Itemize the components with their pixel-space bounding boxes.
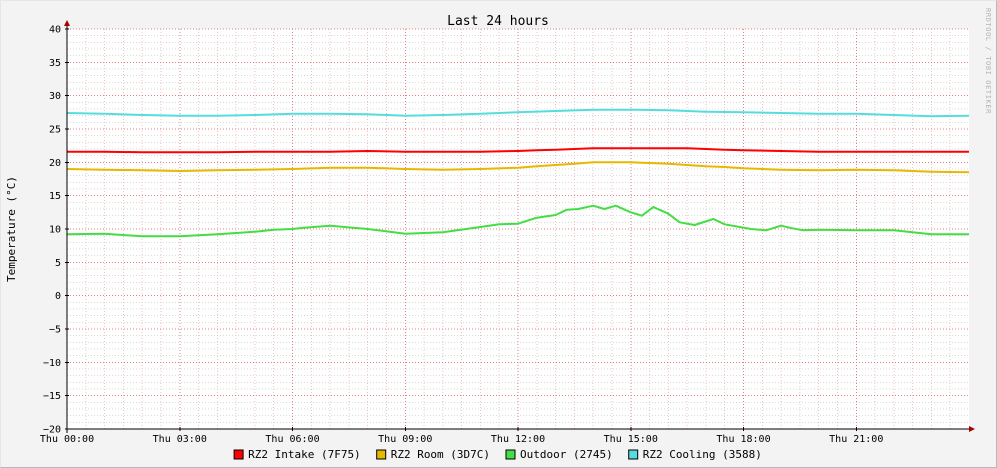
legend-item-2: RZ2 Room (3D7C) — [376, 448, 490, 461]
y-axis-label: Temperature (°C) — [5, 176, 18, 282]
x-tick-label: Thu 06:00 — [265, 434, 319, 445]
y-tick-label: 0 — [55, 291, 61, 302]
x-tick-label: Thu 15:00 — [604, 434, 658, 445]
y-axis-arrow — [64, 20, 70, 26]
legend-item-1: RZ2 Intake (7F75) — [233, 448, 361, 461]
series-line-1 — [67, 147, 969, 154]
y-tick-label: 15 — [49, 191, 61, 202]
legend-swatch — [628, 449, 639, 460]
y-tick-label: −10 — [43, 358, 61, 369]
series-layer — [66, 108, 970, 238]
y-tick-label: 35 — [49, 58, 61, 69]
y-tick-labels: 40 35 30 25 20 15 10 5 0 −5 −10 −15 −20 — [43, 25, 61, 436]
y-tick-label: −15 — [43, 391, 61, 402]
legend-label: RZ2 Intake (7F75) — [248, 448, 361, 461]
series-line-4 — [66, 108, 970, 118]
legend-swatch — [233, 449, 244, 460]
legend-label: Outdoor (2745) — [520, 448, 613, 461]
y-tick-label: 20 — [49, 158, 61, 169]
x-tick-label: Thu 00:00 — [40, 434, 94, 445]
series-line-2 — [66, 161, 970, 174]
watermark: RRDTOOL / TOBI OETIKER — [984, 8, 992, 114]
y-tick-label: 5 — [55, 258, 61, 269]
y-tick-label: 30 — [49, 91, 61, 102]
legend-label: RZ2 Room (3D7C) — [391, 448, 490, 461]
chart-title: Last 24 hours — [447, 14, 549, 29]
x-tick-label: Thu 03:00 — [153, 434, 207, 445]
y-tick-label: 10 — [49, 225, 61, 236]
legend-swatch — [505, 449, 516, 460]
legend-swatch — [376, 449, 387, 460]
x-tick-label: Thu 18:00 — [716, 434, 770, 445]
legend: RZ2 Intake (7F75) RZ2 Room (3D7C) Outdoor … — [233, 448, 762, 461]
x-tick-label: Thu 21:00 — [829, 434, 883, 445]
legend-item-3: Outdoor (2745) — [505, 448, 613, 461]
x-tick-label: Thu 09:00 — [378, 434, 432, 445]
y-tick-label: −5 — [49, 325, 61, 336]
x-tick-labels: Thu 00:00 Thu 03:00 Thu 06:00 Thu 09:00 Thu … — [40, 434, 883, 445]
legend-item-4: RZ2 Cooling (3588) — [628, 448, 762, 461]
axes — [64, 20, 975, 433]
series-line-3 — [66, 204, 969, 238]
x-axis-arrow — [969, 426, 975, 432]
legend-label: RZ2 Cooling (3588) — [643, 448, 762, 461]
y-tick-label: 40 — [49, 25, 61, 36]
y-tick-label: −20 — [43, 425, 61, 436]
x-tick-label: Thu 12:00 — [491, 434, 545, 445]
y-tick-label: 25 — [49, 125, 61, 136]
